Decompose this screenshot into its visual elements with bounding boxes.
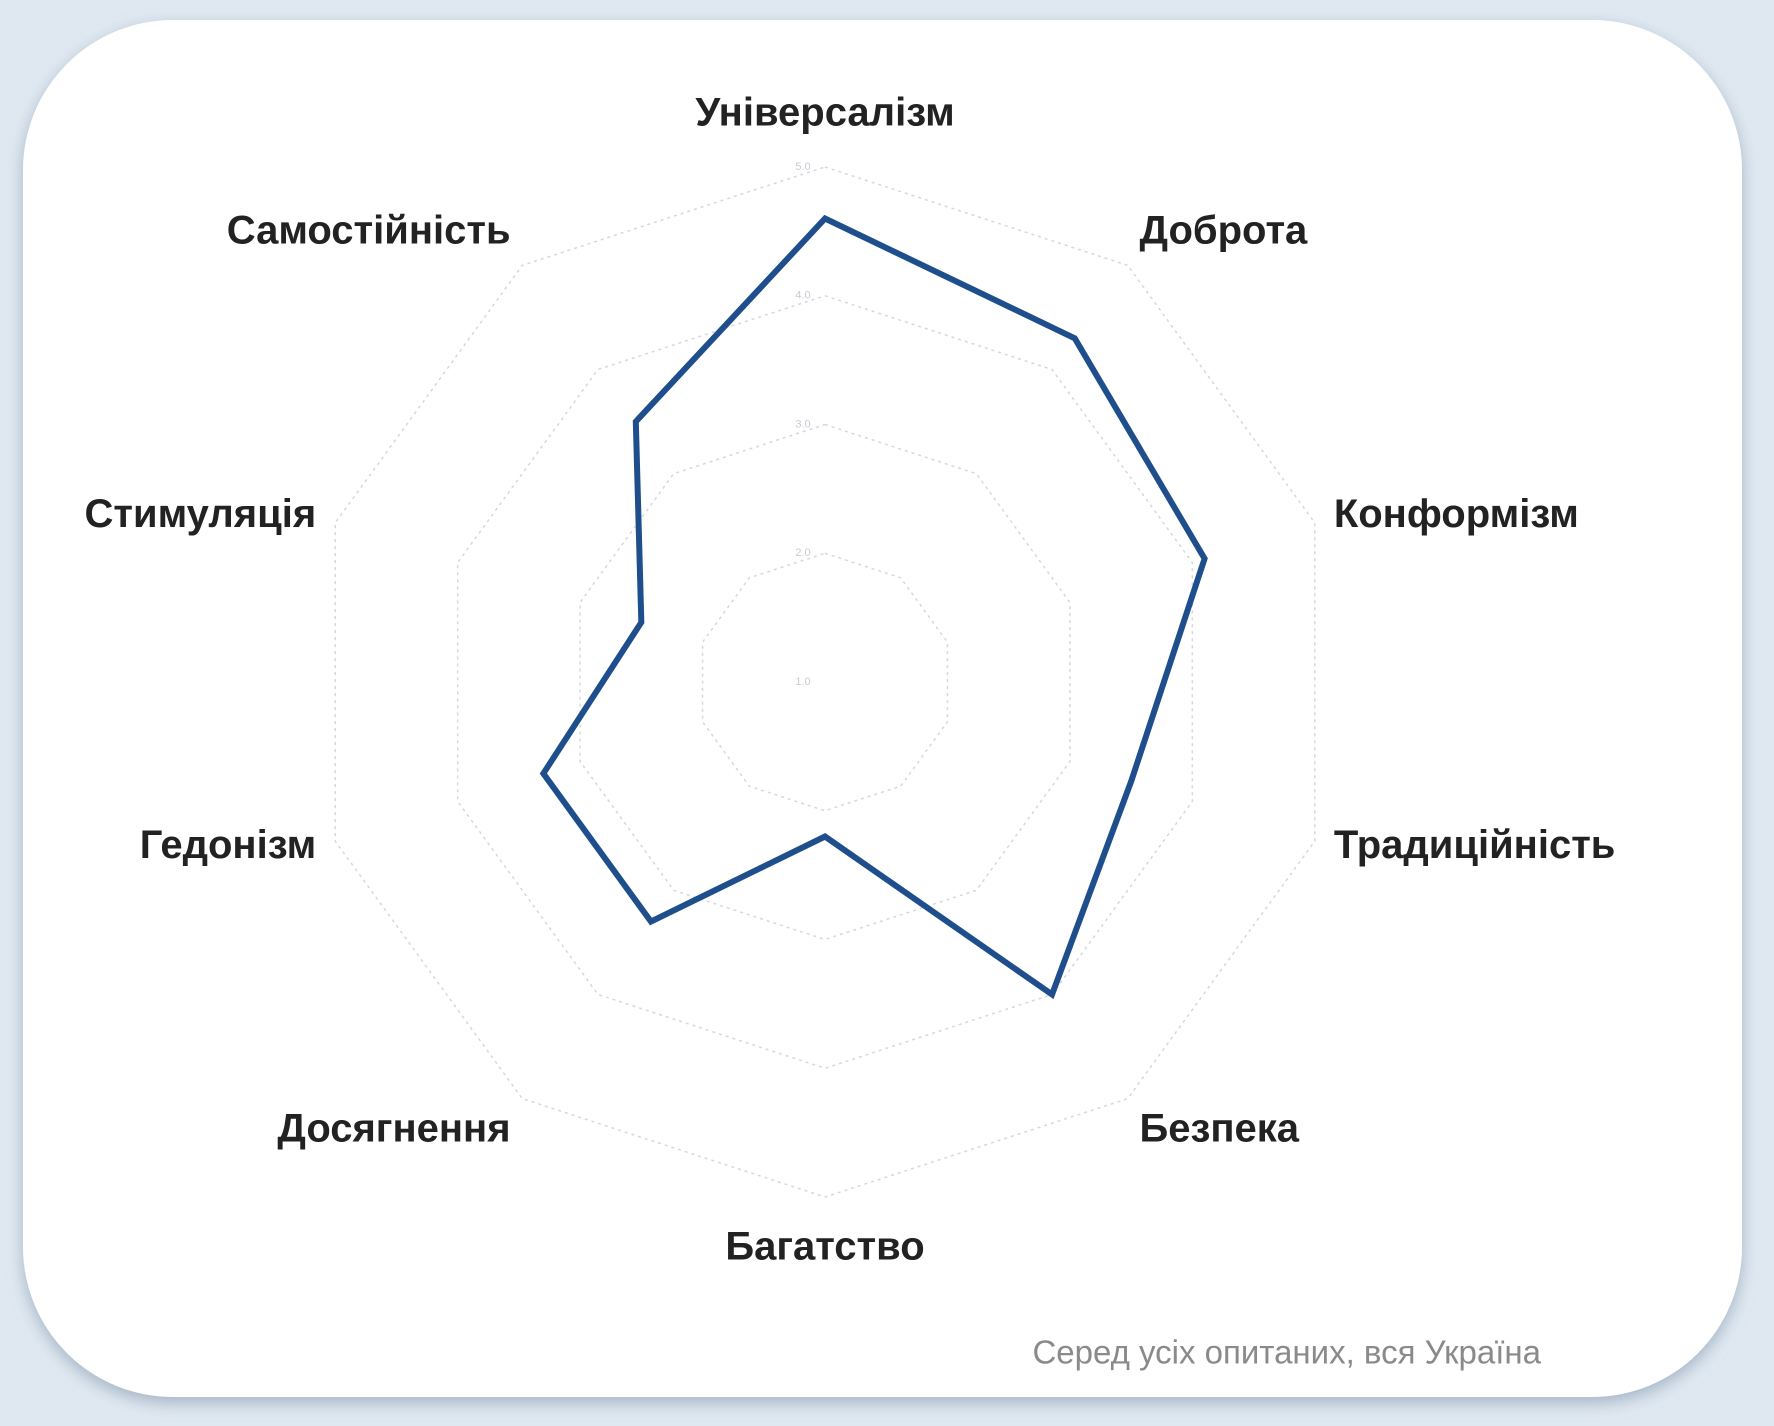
axis-label: Доброта xyxy=(1139,209,1308,253)
tick-label: 1.0 xyxy=(795,676,810,688)
grid-ring xyxy=(456,294,1194,1070)
card xyxy=(23,20,1742,1397)
axis-label: Гедонізм xyxy=(140,823,316,867)
series-line xyxy=(539,214,1208,1000)
grid-ring xyxy=(334,166,1316,1198)
axis-label: Багатство xyxy=(725,1225,924,1269)
tick-label: 3.0 xyxy=(795,418,810,430)
axis-label: Конформізм xyxy=(1334,492,1579,536)
note: Серед усіх опитаних, вся Україна xyxy=(1032,1334,1541,1371)
axis-label: Безпека xyxy=(1139,1107,1299,1151)
axis-label: Стимуляція xyxy=(85,492,317,536)
tick-label: 4.0 xyxy=(795,290,810,302)
axis-label: Універсалізм xyxy=(695,91,954,135)
axis-label: Самостійність xyxy=(227,209,511,253)
tick-label: 2.0 xyxy=(795,547,810,559)
tick-label: 5.0 xyxy=(795,161,810,173)
axis-label: Традиційність xyxy=(1334,823,1616,867)
axis-label: Досягнення xyxy=(277,1107,510,1151)
